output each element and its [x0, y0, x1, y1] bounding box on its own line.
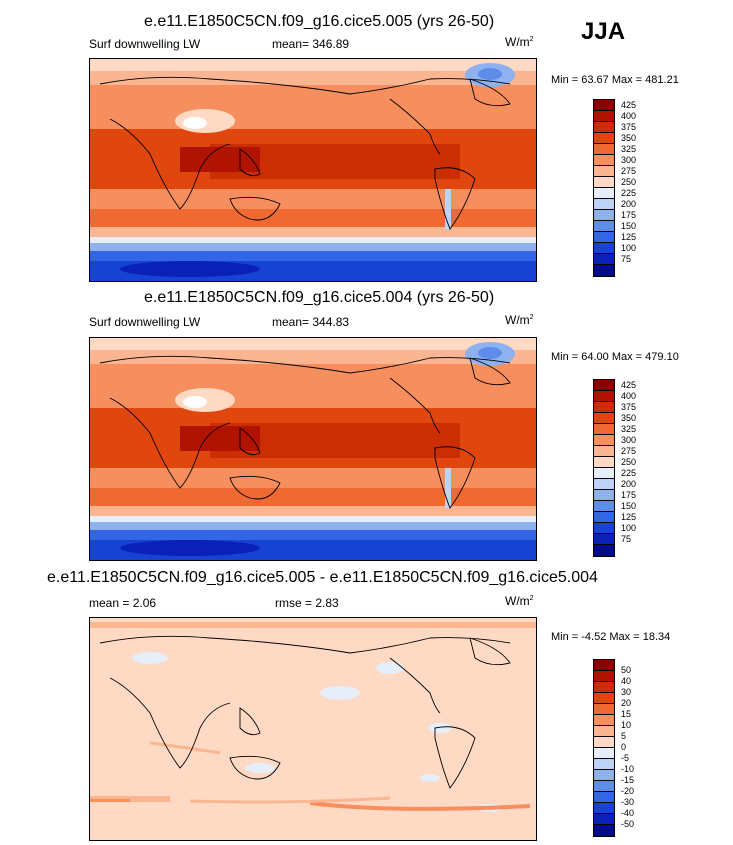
panel-3-rmse-label: rmse = 2.83	[275, 596, 339, 610]
panel-2-units-label: W/m2	[505, 313, 534, 327]
panel-2-cb-tick: 425	[621, 380, 637, 390]
panel-1-map-svg	[90, 59, 536, 281]
panel-2-cb-tick: 150	[621, 501, 637, 511]
panel-1-colorbar	[593, 99, 615, 277]
panel-1-cb-tick: 300	[621, 155, 637, 165]
panel-1-title: e.e11.E1850C5CN.f09_g16.cice5.005 (yrs 2…	[144, 13, 495, 30]
panel-2-title: e.e11.E1850C5CN.f09_g16.cice5.004 (yrs 2…	[144, 289, 495, 306]
panel-1-cb-tick: 75	[621, 254, 632, 264]
panel-3-cb-tick: 50	[621, 665, 632, 675]
panel-3-minmax: Min = -4.52 Max = 18.34	[551, 631, 671, 643]
panel-1-cb-tick: 400	[621, 111, 637, 121]
panel-2-map-svg	[90, 338, 536, 560]
panel-2-cb-tick: 75	[621, 534, 632, 544]
panel-3-cb-tick: 10	[621, 720, 632, 730]
panel-1-cb-tick: 275	[621, 166, 637, 176]
panel-2-minmax: Min = 64.00 Max = 479.10	[551, 351, 679, 363]
panel-3-cb-tick: 0	[621, 742, 627, 752]
panel-3-colorbar	[593, 659, 615, 837]
panel-3-map-svg	[90, 618, 536, 840]
panel-2-colorbar	[593, 379, 615, 557]
panel-3-cb-tick: -30	[621, 797, 635, 807]
panel-3-cb-tick: 20	[621, 698, 632, 708]
panel-2-cb-tick: 375	[621, 402, 637, 412]
panel-3-cb-tick: 15	[621, 709, 632, 719]
season-label: JJA	[581, 18, 626, 45]
panel-1-map	[89, 58, 537, 282]
panel-1-cb-tick: 225	[621, 188, 637, 198]
panel-1-cb-tick: 375	[621, 122, 637, 132]
panel-1-mean-label: mean= 346.89	[272, 37, 350, 51]
panel-1-cb-tick: 425	[621, 100, 637, 110]
panel-1-cb-tick: 125	[621, 232, 637, 242]
panel-1-cb-tick: 100	[621, 243, 637, 253]
panel-2-cb-tick: 300	[621, 435, 637, 445]
panel-3-cb-tick: -40	[621, 808, 635, 818]
panel-1-minmax: Min = 63.67 Max = 481.21	[551, 74, 679, 86]
panel-3-cb-tick: 5	[621, 731, 627, 741]
panel-2-variable-label: Surf downwelling LW	[89, 315, 201, 329]
panel-2-cb-tick: 250	[621, 457, 637, 467]
panel-1-cb-tick: 250	[621, 177, 637, 187]
panel-3-map	[89, 617, 537, 841]
panel-2-cb-tick: 350	[621, 413, 637, 423]
panel-1-cb-tick: 325	[621, 144, 637, 154]
panel-3-cb-tick: -20	[621, 786, 635, 796]
panel-1-cb-tick: 150	[621, 221, 637, 231]
panel-3-units-label: W/m2	[505, 594, 534, 608]
panel-2-map	[89, 337, 537, 561]
panel-2-cb-tick: 225	[621, 468, 637, 478]
panel-2-cb-tick: 275	[621, 446, 637, 456]
panel-1-cb-tick: 175	[621, 210, 637, 220]
panel-3-cb-tick: 30	[621, 687, 632, 697]
panel-2-cb-tick: 400	[621, 391, 637, 401]
panel-2-cb-tick: 175	[621, 490, 637, 500]
panel-3-cb-tick: -5	[621, 753, 630, 763]
panel-1-variable-label: Surf downwelling LW	[89, 37, 201, 51]
panel-3-title: e.e11.E1850C5CN.f09_g16.cice5.005 - e.e1…	[47, 569, 598, 586]
panel-3-cb-tick: -50	[621, 819, 635, 829]
panel-3-cb-tick: 40	[621, 676, 632, 686]
panel-1-cb-tick: 350	[621, 133, 637, 143]
panel-2-cb-tick: 325	[621, 424, 637, 434]
panel-2-cb-tick: 100	[621, 523, 637, 533]
panel-2-mean-label: mean= 344.83	[272, 315, 350, 329]
panel-2-cb-tick: 125	[621, 512, 637, 522]
panel-1-cb-tick: 200	[621, 199, 637, 209]
panel-3-cb-tick: -10	[621, 764, 635, 774]
panel-3-cb-tick: -15	[621, 775, 635, 785]
panel-1-units-label: W/m2	[505, 35, 534, 49]
panel-3-mean-label: mean = 2.06	[89, 596, 157, 610]
panel-2-cb-tick: 200	[621, 479, 637, 489]
